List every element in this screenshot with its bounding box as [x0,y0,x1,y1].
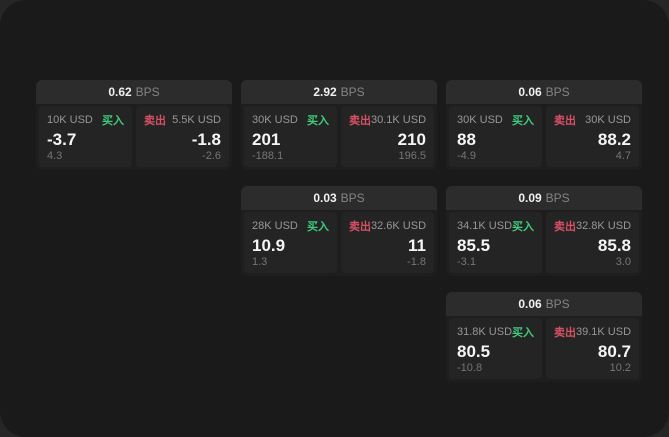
buy-tag: 买入 [512,221,535,233]
buy-price: 85.5 [457,235,491,255]
buy-tag: 买入 [307,115,329,127]
sell-delta: 4.7 [615,150,631,162]
quote-card-3: 0.06 BPS 30K USD 买入 88 -4.9 卖出 30K USD 8… [446,80,642,170]
sell-notional: 5.5K USD [172,114,221,126]
quote-card-1: 0.62 BPS 10K USD 买入 -3.7 4.3 卖出 5.5K USD… [36,80,232,170]
buy-notional: 10K USD [47,114,93,126]
sell-tag: 卖出 [554,115,576,127]
sell-tag: 卖出 [349,221,371,233]
quote-card-header: 0.06 BPS [446,292,642,316]
buy-price: -3.7 [47,129,77,149]
quote-card-2: 2.92 BPS 30K USD 买入 201 -188.1 卖出 30.1K … [241,80,437,170]
quote-card-header: 0.62 BPS [36,80,232,104]
sell-delta: 10.2 [609,362,631,374]
sell-delta: -1.8 [407,256,426,268]
sell-notional: 32.8K USD [575,220,632,232]
bps-suffix-label: BPS [340,85,365,99]
quote-card-body: 31.8K USD 买入 80.5 -10.8 卖出 39.1K USD 80.… [446,316,642,382]
sell-panel[interactable]: 卖出 5.5K USD -1.8 -2.6 [136,106,229,167]
sell-price: 210 [397,129,426,149]
sell-price: 85.8 [597,235,631,255]
buy-delta: -4.9 [457,150,476,162]
sell-notional: 32.6K USD [370,220,427,232]
bps-suffix-label: BPS [545,85,570,99]
buy-panel[interactable]: 30K USD 买入 88 -4.9 [449,106,542,167]
sell-tag: 卖出 [349,115,371,127]
quote-card-6: 0.06 BPS 31.8K USD 买入 80.5 -10.8 卖出 39.1… [446,292,642,382]
sell-panel[interactable]: 卖出 32.8K USD 85.8 3.0 [546,212,639,273]
buy-panel[interactable]: 30K USD 买入 201 -188.1 [244,106,337,167]
sell-panel[interactable]: 卖出 39.1K USD 80.7 10.2 [546,318,639,379]
buy-price: 80.5 [457,341,491,361]
quote-card-body: 30K USD 买入 201 -188.1 卖出 30.1K USD 210 1… [241,104,437,170]
sell-delta: 3.0 [615,256,631,268]
buy-tag: 买入 [512,115,534,127]
buy-tag: 买入 [102,115,124,127]
bps-value: 0.06 [518,297,542,311]
buy-notional: 34.1K USD [457,220,513,232]
sell-delta: 196.5 [398,150,426,162]
bps-value: 0.06 [518,85,542,99]
buy-notional: 30K USD [252,114,298,126]
buy-delta: 4.3 [47,150,63,162]
buy-panel[interactable]: 34.1K USD 买入 85.5 -3.1 [449,212,542,273]
sell-price: 80.7 [597,341,631,361]
bps-value: 2.92 [313,85,337,99]
buy-delta: -10.8 [457,362,483,374]
buy-delta: 1.3 [252,256,268,268]
quote-card-header: 0.06 BPS [446,80,642,104]
buy-price: 88 [457,129,476,149]
buy-panel[interactable]: 31.8K USD 买入 80.5 -10.8 [449,318,542,379]
quote-card-body: 34.1K USD 买入 85.5 -3.1 卖出 32.8K USD 85.8… [446,210,642,276]
quote-card-header: 0.03 BPS [241,186,437,210]
buy-delta: -188.1 [252,150,284,162]
sell-panel[interactable]: 卖出 30.1K USD 210 196.5 [341,106,434,167]
sell-tag: 卖出 [554,327,576,339]
quote-card-header: 2.92 BPS [241,80,437,104]
bps-suffix-label: BPS [545,191,570,205]
sell-price: 88.2 [597,129,631,149]
bps-value: 0.09 [518,191,542,205]
sell-tag: 卖出 [554,221,576,233]
buy-price: 201 [252,129,281,149]
bps-value: 0.03 [313,191,337,205]
buy-panel[interactable]: 10K USD 买入 -3.7 4.3 [39,106,132,167]
buy-notional: 30K USD [457,114,503,126]
quote-card-body: 28K USD 买入 10.9 1.3 卖出 32.6K USD 11 -1.8 [241,210,437,276]
buy-tag: 买入 [512,327,535,339]
quote-card-4: 0.03 BPS 28K USD 买入 10.9 1.3 卖出 32.6K US… [241,186,437,276]
sell-price: -1.8 [191,129,221,149]
bps-value: 0.62 [108,85,132,99]
quote-card-body: 10K USD 买入 -3.7 4.3 卖出 5.5K USD -1.8 -2.… [36,104,232,170]
buy-delta: -3.1 [457,256,476,268]
quote-card-body: 30K USD 买入 88 -4.9 卖出 30K USD 88.2 4.7 [446,104,642,170]
buy-panel[interactable]: 28K USD 买入 10.9 1.3 [244,212,337,273]
sell-notional: 39.1K USD [575,326,632,338]
sell-price: 11 [408,235,426,255]
buy-price: 10.9 [252,235,286,255]
sell-panel[interactable]: 卖出 32.6K USD 11 -1.8 [341,212,434,273]
sell-delta: -2.6 [202,150,221,162]
sell-panel[interactable]: 卖出 30K USD 88.2 4.7 [546,106,639,167]
sell-notional: 30.1K USD [370,114,427,126]
buy-tag: 买入 [307,221,329,233]
quote-card-header: 0.09 BPS [446,186,642,210]
buy-notional: 31.8K USD [457,326,513,338]
quote-card-5: 0.09 BPS 34.1K USD 买入 85.5 -3.1 卖出 32.8K… [446,186,642,276]
bps-suffix-label: BPS [135,85,160,99]
bps-suffix-label: BPS [340,191,365,205]
bps-suffix-label: BPS [545,297,570,311]
buy-notional: 28K USD [252,220,298,232]
sell-notional: 30K USD [585,114,631,126]
sell-tag: 卖出 [144,115,166,127]
